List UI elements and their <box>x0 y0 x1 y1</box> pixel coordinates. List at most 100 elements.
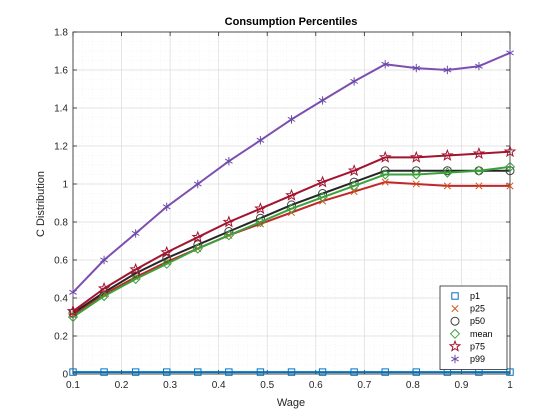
x-tick-label: 0.5 <box>260 380 274 391</box>
legend-label-p75: p75 <box>470 341 485 351</box>
series-line-mean <box>72 165 511 318</box>
series-p75 <box>66 145 517 317</box>
x-axis-label: Wage <box>277 397 305 409</box>
data-point-p99 <box>256 136 265 145</box>
legend-item-p1: p1 <box>451 291 480 301</box>
data-point-p1 <box>287 368 296 376</box>
data-point-p1 <box>100 368 108 376</box>
y-tick-label: 0 <box>62 370 68 381</box>
data-point-p99 <box>287 115 296 124</box>
data-point-p75 <box>129 262 142 275</box>
series-line-p75 <box>72 150 511 313</box>
data-point-p25 <box>412 180 420 188</box>
legend-marker-p1 <box>451 292 459 300</box>
y-tick-label: 1.8 <box>54 28 68 39</box>
data-point-p1 <box>225 368 233 376</box>
legend-marker-p50 <box>450 316 460 326</box>
legend-item-p75: p75 <box>448 339 485 352</box>
data-point-mean <box>504 161 516 173</box>
legend-marker-p25 <box>451 305 459 313</box>
data-point-mean <box>411 169 422 180</box>
series-mean <box>67 161 516 323</box>
data-point-mean <box>349 180 360 192</box>
data-point-p99 <box>193 179 202 189</box>
data-point-p1 <box>412 368 420 376</box>
legend-item-p99: p99 <box>451 354 485 364</box>
x-axis-ticks: 0.1 0.2 0.3 0.4 0.5 0.6 0.7 0.8 0.9 1 <box>66 32 513 391</box>
data-point-mean <box>223 230 234 241</box>
data-point-p99 <box>506 48 514 58</box>
data-point-p25 <box>475 182 483 190</box>
data-point-p99 <box>224 157 233 166</box>
data-point-p75 <box>441 148 454 161</box>
data-point-p25 <box>443 182 451 190</box>
data-point-mean <box>192 243 203 254</box>
y-tick-label: 1.6 <box>54 66 68 77</box>
data-point-p75 <box>160 245 174 258</box>
data-point-p1 <box>163 368 171 376</box>
data-point-p1 <box>318 368 327 376</box>
legend-box <box>439 285 508 370</box>
data-point-p99 <box>475 62 483 71</box>
data-point-mean <box>130 273 141 285</box>
data-point-mean <box>255 216 266 228</box>
data-point-mean <box>161 258 172 269</box>
data-point-p25 <box>381 178 389 186</box>
data-point-p99 <box>318 96 327 105</box>
y-tick-label: 1 <box>62 180 68 191</box>
data-point-mean <box>286 203 297 214</box>
legend-label-mean: mean <box>470 329 493 339</box>
data-point-p1 <box>69 368 77 376</box>
y-tick-label: 0.6 <box>54 256 68 267</box>
data-point-p75 <box>409 150 423 163</box>
data-point-p25 <box>350 188 358 196</box>
chart-title: Consumption Percentiles <box>225 16 358 28</box>
legend-label-p25: p25 <box>470 304 485 314</box>
data-point-p1 <box>131 368 140 376</box>
data-point-p1 <box>350 368 358 376</box>
x-tick-label: 0.1 <box>66 380 80 391</box>
data-point-p99 <box>381 60 390 69</box>
y-tick-label: 0.2 <box>54 332 68 343</box>
data-point-p1 <box>381 368 389 376</box>
x-tick-label: 0.2 <box>115 380 129 391</box>
data-point-mean <box>380 169 391 180</box>
data-point-p75 <box>191 230 205 243</box>
data-point-p1 <box>256 368 265 376</box>
data-point-mean <box>98 290 110 302</box>
data-point-p99 <box>100 255 108 265</box>
data-point-mean <box>442 167 453 178</box>
x-tick-label: 0.4 <box>212 380 226 391</box>
x-tick-label: 0.3 <box>163 380 177 391</box>
data-point-mean <box>317 192 328 203</box>
data-point-p50 <box>442 166 452 176</box>
data-point-p99 <box>162 202 171 211</box>
data-point-p99 <box>69 288 77 297</box>
data-point-p75 <box>316 175 329 188</box>
legend-item-p25: p25 <box>451 304 485 314</box>
legend-marker-p75 <box>448 339 462 352</box>
data-point-p75 <box>472 146 486 159</box>
data-point-p99 <box>443 65 452 75</box>
data-point-p75 <box>347 164 361 177</box>
legend-label-p99: p99 <box>470 354 485 364</box>
data-point-p75 <box>222 215 236 228</box>
data-point-p1 <box>506 368 514 376</box>
y-tick-label: 1.2 <box>54 142 68 153</box>
y-tick-label: 1.4 <box>54 104 68 115</box>
x-tick-label: 0.9 <box>454 380 468 391</box>
y-axis-label: C Distribution <box>35 171 47 237</box>
data-point-p75 <box>66 304 80 317</box>
y-tick-label: 0.4 <box>54 294 68 305</box>
data-point-p99 <box>412 63 421 73</box>
data-point-p25 <box>506 182 514 190</box>
data-point-mean <box>473 165 485 176</box>
data-point-p99 <box>350 77 359 86</box>
series-p99 <box>69 48 514 297</box>
legend-marker-mean <box>449 328 461 339</box>
plot-area-frame <box>72 31 511 375</box>
legend: p1 p25 p50 mean p75 p99 <box>439 285 508 370</box>
data-point-p50 <box>505 166 515 176</box>
data-point-p1 <box>194 368 202 376</box>
